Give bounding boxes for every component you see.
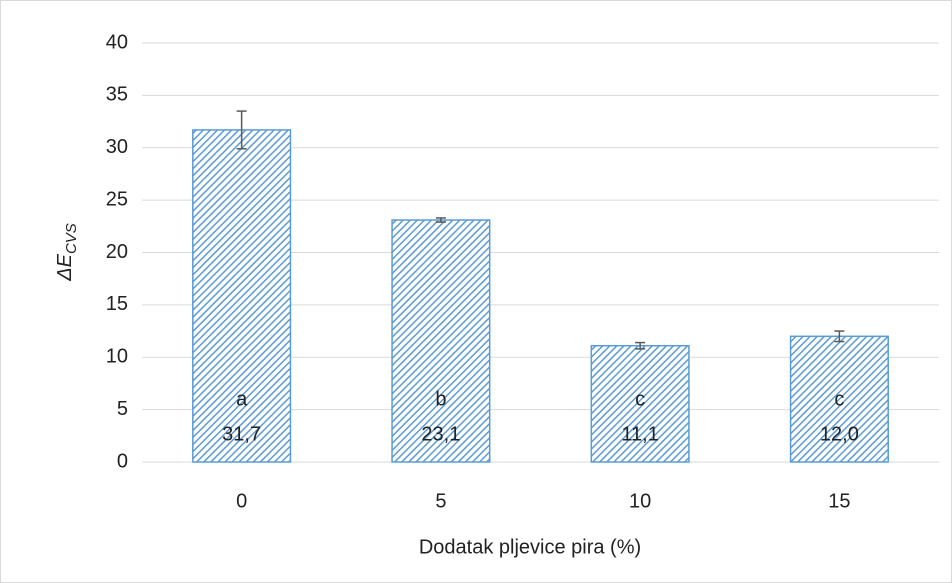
error-bar <box>834 330 845 343</box>
y-tick-label: 20 <box>106 241 128 263</box>
y-axis-label-main: ΔE <box>54 253 76 281</box>
bar <box>192 129 292 463</box>
x-tick-label: 15 <box>828 490 850 512</box>
bar <box>590 344 690 463</box>
x-tick-label: 0 <box>236 490 247 512</box>
y-tick-label: 35 <box>106 84 128 106</box>
y-axis-label: ΔECVS <box>54 223 80 282</box>
y-axis-label-sub: CVS <box>63 223 80 254</box>
y-tick-label: 40 <box>106 31 128 53</box>
error-bar <box>635 341 646 350</box>
y-tick-label: 25 <box>106 188 128 210</box>
group-label: a <box>236 388 248 410</box>
data-label: 31,7 <box>222 423 261 445</box>
bar <box>391 219 491 463</box>
error-bar <box>435 217 446 223</box>
group-label: c <box>635 388 645 410</box>
data-label: 12,0 <box>820 423 859 445</box>
y-tick-label: 5 <box>117 398 128 420</box>
data-label: 23,1 <box>421 423 460 445</box>
y-tick-label: 0 <box>117 450 128 472</box>
x-tick-label: 10 <box>629 490 651 512</box>
y-tick-label: 15 <box>106 293 128 315</box>
x-axis-label: Dodatak pljevice pira (%) <box>419 536 641 558</box>
x-tick-label: 5 <box>435 490 446 512</box>
y-tick-label: 10 <box>106 346 128 368</box>
bar <box>789 335 889 463</box>
group-label: b <box>435 388 446 410</box>
y-tick-label: 30 <box>106 136 128 158</box>
error-bar <box>236 110 247 150</box>
data-label: 11,1 <box>621 423 658 445</box>
group-label: c <box>834 388 844 410</box>
